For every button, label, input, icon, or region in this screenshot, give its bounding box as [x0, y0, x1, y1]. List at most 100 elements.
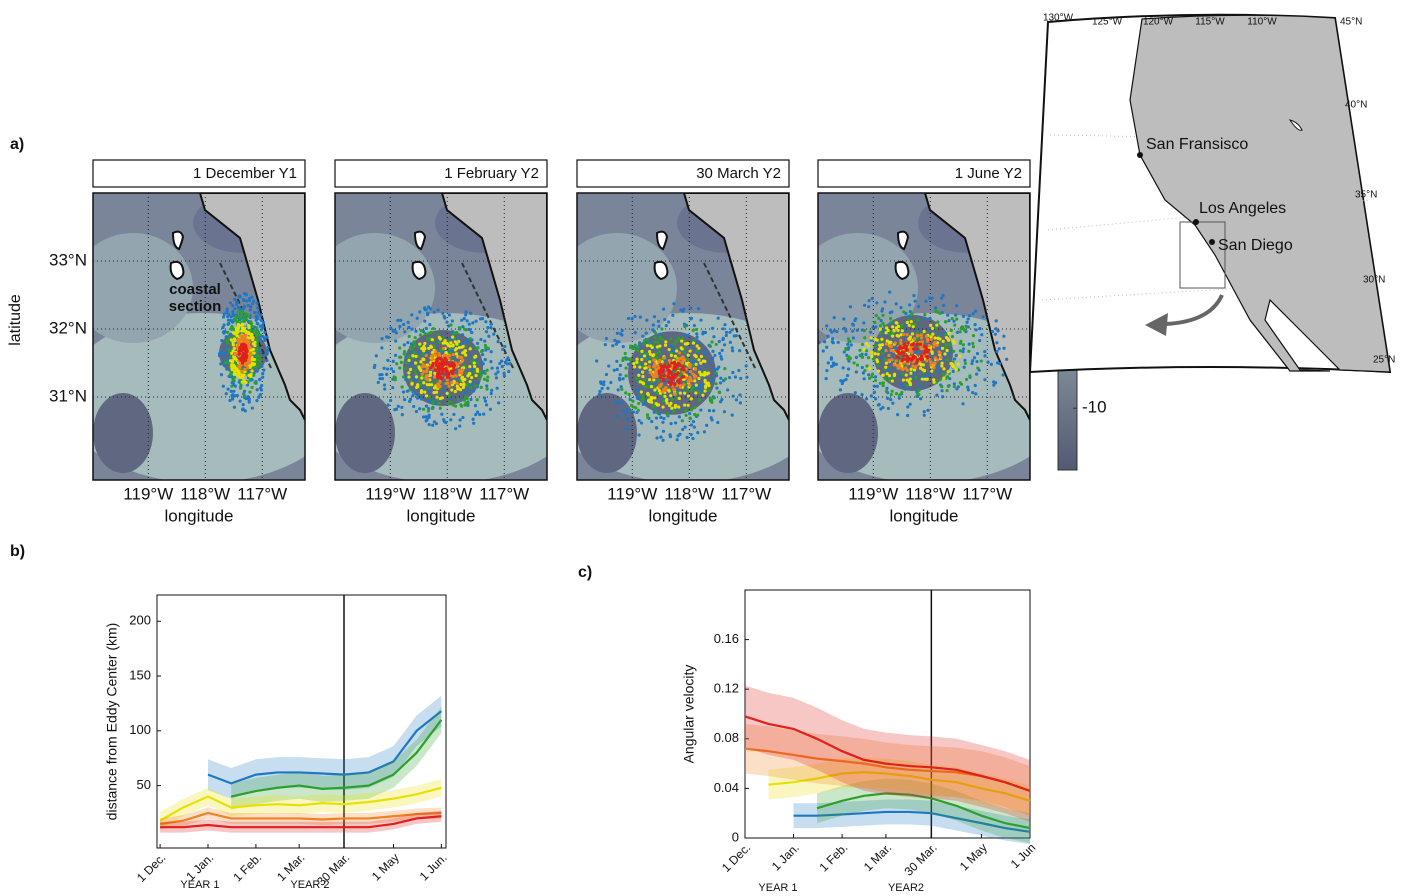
particle — [658, 337, 662, 341]
particle — [873, 337, 878, 341]
particle — [862, 321, 866, 325]
particle — [226, 318, 231, 322]
particle — [647, 349, 652, 354]
particle — [508, 361, 512, 366]
city-dot — [1193, 219, 1199, 225]
particle — [411, 390, 415, 394]
particle — [876, 352, 880, 356]
particle — [824, 376, 828, 381]
particle — [652, 315, 657, 319]
particle — [423, 364, 427, 368]
ssh-contour — [93, 233, 193, 343]
particle — [227, 348, 231, 352]
particle — [854, 317, 858, 321]
particle — [466, 401, 470, 405]
particle — [637, 433, 641, 437]
particle — [645, 318, 649, 322]
particle — [971, 341, 975, 345]
panel-label: b) — [10, 543, 25, 560]
particle — [468, 365, 472, 369]
particle — [452, 412, 456, 417]
particle — [864, 349, 869, 353]
particle — [646, 415, 650, 419]
particle — [738, 401, 743, 405]
particle — [635, 360, 639, 364]
particle — [419, 360, 423, 364]
particle — [237, 349, 241, 353]
particle — [415, 385, 419, 389]
particle — [438, 337, 442, 341]
colorbar-tick-label: -10 — [1082, 398, 1107, 417]
particle — [974, 328, 978, 332]
particle — [474, 319, 478, 323]
particle — [870, 350, 874, 354]
particle — [667, 320, 671, 324]
particle — [434, 368, 438, 372]
particle — [405, 389, 410, 393]
particle — [873, 375, 878, 379]
particle — [247, 298, 252, 302]
particle — [689, 306, 693, 310]
particle — [860, 342, 865, 347]
particle — [492, 332, 496, 336]
particle — [681, 427, 685, 432]
particle — [715, 386, 719, 390]
particle — [703, 330, 708, 335]
particle — [855, 328, 859, 332]
particle — [951, 369, 955, 373]
particle — [611, 344, 615, 348]
particle — [376, 380, 380, 384]
error-band — [745, 723, 1030, 816]
particle — [731, 370, 735, 375]
particle — [693, 353, 697, 357]
y-tick-label: 150 — [129, 667, 151, 682]
particle — [914, 375, 918, 379]
particle — [421, 407, 426, 411]
particle — [616, 388, 620, 392]
particle — [889, 398, 893, 402]
inset-lat-label: 45°N — [1340, 17, 1362, 28]
particle — [846, 342, 850, 346]
particle — [886, 396, 890, 400]
particle — [408, 399, 412, 403]
particle — [871, 357, 876, 361]
particle — [915, 347, 919, 351]
particle — [419, 390, 423, 395]
particle — [639, 390, 643, 394]
particle — [689, 408, 694, 412]
particle — [665, 412, 669, 416]
particle — [438, 406, 442, 410]
particle — [612, 368, 616, 372]
particle — [825, 345, 829, 349]
island — [653, 260, 669, 281]
particle — [644, 385, 648, 389]
particle — [689, 397, 693, 401]
particle — [240, 380, 244, 384]
particle — [703, 371, 707, 375]
particle — [745, 375, 749, 379]
particle — [686, 333, 690, 337]
inset-lat-label: 25°N — [1373, 355, 1395, 366]
particle — [408, 388, 412, 392]
particle — [435, 357, 439, 361]
particle — [444, 351, 448, 355]
particle — [445, 360, 449, 364]
particle — [248, 345, 252, 349]
particle — [253, 381, 257, 385]
particle — [474, 358, 478, 362]
particle — [391, 359, 395, 363]
particle — [644, 352, 649, 356]
particle — [897, 351, 901, 355]
particle — [222, 363, 226, 368]
particle — [671, 313, 675, 317]
particle — [874, 313, 878, 318]
particle — [439, 347, 443, 352]
particle — [413, 336, 417, 340]
particle — [424, 404, 429, 408]
x-tick-label: 1 Dec. — [719, 840, 753, 874]
particle — [916, 318, 920, 322]
particle — [243, 367, 247, 371]
particle — [243, 340, 247, 344]
particle — [697, 363, 701, 367]
particle — [932, 345, 936, 349]
